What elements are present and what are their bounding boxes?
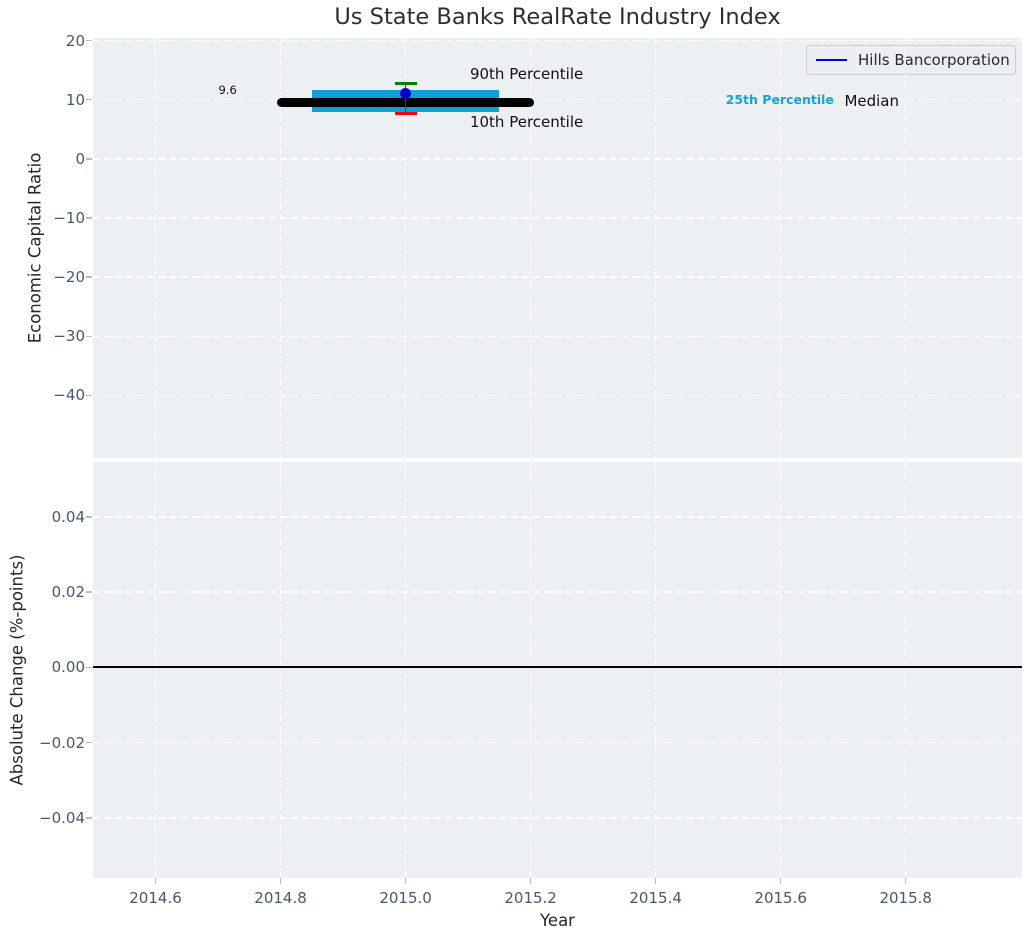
zero-line — [93, 666, 1022, 669]
x-tick-label: 2015.6 — [754, 889, 807, 907]
gridline-vertical — [905, 462, 907, 878]
y-tick-mark — [86, 99, 92, 101]
y-tick-mark — [86, 394, 92, 397]
gridline-vertical — [404, 38, 407, 458]
panel-economic-capital-ratio — [93, 38, 1022, 458]
x-tick-label: 2014.8 — [254, 889, 307, 907]
x-tick-label: 2015.8 — [879, 889, 932, 907]
y-tick-label: 0 — [75, 149, 85, 168]
gridline-vertical — [404, 462, 407, 878]
gridline-vertical — [905, 38, 907, 458]
y-axis-label-top: Economic Capital Ratio — [25, 152, 45, 344]
gridline-horizontal — [93, 99, 1022, 101]
y-tick-mark — [86, 741, 92, 744]
percentile-10-cap — [394, 112, 417, 116]
y-tick-mark — [86, 217, 92, 219]
gridline-vertical — [529, 462, 532, 878]
gridline-horizontal — [93, 741, 1022, 744]
gridline-vertical — [654, 38, 657, 458]
annotation-10th-percentile: 10th Percentile — [469, 112, 584, 131]
x-tick-label: 2015.0 — [379, 889, 432, 907]
y-tick-mark — [86, 39, 92, 42]
y-tick-mark — [86, 158, 92, 160]
x-tick-mark — [779, 878, 782, 884]
x-tick-label: 2014.6 — [129, 889, 182, 907]
gridline-vertical — [779, 462, 782, 878]
y-tick-label: 10 — [65, 90, 85, 109]
annotation-median-value: 9.6 — [218, 83, 237, 98]
gridline-horizontal — [93, 39, 1022, 42]
company-point — [400, 88, 412, 100]
y-tick-mark — [86, 276, 92, 278]
gridline-vertical — [779, 38, 782, 458]
gridline-horizontal — [93, 817, 1022, 819]
y-tick-mark — [86, 817, 92, 819]
x-axis-label: Year — [540, 911, 575, 930]
y-tick-label: −40 — [53, 386, 85, 405]
x-tick-mark — [905, 878, 907, 884]
gridline-horizontal — [93, 335, 1022, 338]
gridline-vertical — [154, 462, 157, 878]
gridline-horizontal — [93, 591, 1022, 593]
x-tick-label: 2015.2 — [504, 889, 557, 907]
gridline-vertical — [279, 462, 282, 878]
x-tick-mark — [279, 878, 282, 884]
y-tick-mark — [86, 516, 92, 518]
y-tick-mark — [86, 666, 92, 669]
x-tick-label: 2015.4 — [629, 889, 682, 907]
x-tick-mark — [154, 878, 157, 884]
gridline-horizontal — [93, 394, 1022, 397]
y-tick-label: −0.02 — [39, 733, 85, 752]
y-tick-label: 20 — [65, 31, 85, 50]
annotation-median: Median — [844, 92, 899, 111]
annotation-25th-percentile: 25th Percentile — [725, 91, 834, 107]
gridline-vertical — [529, 38, 532, 458]
gridline-horizontal — [93, 276, 1022, 278]
legend-label: Hills Bancorporation — [858, 51, 1010, 69]
y-tick-label: −10 — [53, 209, 85, 228]
x-tick-mark — [529, 878, 532, 884]
gridline-vertical — [279, 38, 282, 458]
y-tick-label: −0.04 — [39, 808, 85, 827]
y-tick-mark — [86, 591, 92, 593]
chart-title: Us State Banks RealRate Industry Index — [334, 4, 781, 30]
y-tick-mark — [86, 335, 92, 338]
annotation-90th-percentile: 90th Percentile — [469, 65, 584, 84]
gridline-horizontal — [93, 158, 1022, 160]
y-tick-label: 0.02 — [51, 583, 85, 602]
y-tick-label: −30 — [53, 327, 85, 346]
legend-line-swatch — [816, 59, 847, 61]
panel-absolute-change — [93, 462, 1022, 878]
gridline-horizontal — [93, 217, 1022, 219]
gridline-vertical — [154, 38, 157, 458]
x-tick-mark — [404, 878, 407, 884]
y-tick-label: 0.04 — [51, 507, 85, 526]
y-tick-label: −20 — [53, 268, 85, 287]
legend: Hills Bancorporation — [806, 45, 1016, 75]
x-tick-mark — [654, 878, 657, 884]
gridline-horizontal — [93, 516, 1022, 518]
percentile-90-cap — [394, 82, 417, 86]
y-tick-label: 0.00 — [51, 658, 85, 677]
gridline-vertical — [654, 462, 657, 878]
